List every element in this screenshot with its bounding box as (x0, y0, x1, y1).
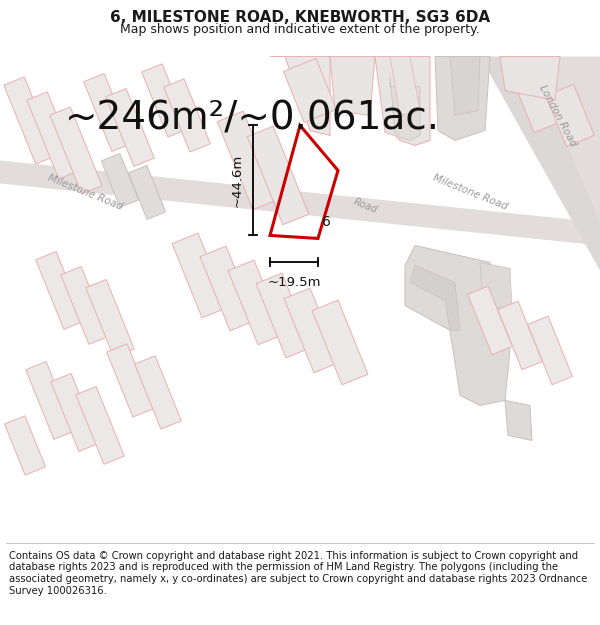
Polygon shape (76, 386, 124, 464)
Text: Milestone Road: Milestone Road (46, 173, 124, 212)
Polygon shape (546, 84, 594, 146)
Text: ~19.5m: ~19.5m (267, 276, 321, 289)
Polygon shape (405, 246, 510, 406)
Polygon shape (270, 56, 330, 136)
Polygon shape (390, 56, 420, 116)
Polygon shape (228, 260, 284, 345)
Text: 6, MILESTONE ROAD, KNEBWORTH, SG3 6DA: 6, MILESTONE ROAD, KNEBWORTH, SG3 6DA (110, 10, 490, 25)
Polygon shape (106, 89, 154, 166)
Polygon shape (480, 56, 600, 271)
Polygon shape (61, 266, 109, 344)
Text: Milestone Road: Milestone Road (431, 173, 509, 212)
Polygon shape (247, 126, 309, 225)
Polygon shape (312, 300, 368, 385)
Polygon shape (51, 374, 99, 451)
Polygon shape (330, 56, 375, 116)
Text: London Road: London Road (538, 83, 578, 148)
Polygon shape (527, 316, 572, 385)
Text: 6: 6 (322, 216, 331, 229)
Polygon shape (480, 262, 512, 311)
Polygon shape (435, 56, 490, 141)
Polygon shape (500, 56, 560, 101)
Polygon shape (142, 64, 188, 137)
Polygon shape (497, 301, 542, 370)
Polygon shape (217, 111, 279, 210)
Polygon shape (101, 154, 139, 208)
Polygon shape (86, 279, 134, 358)
Polygon shape (26, 361, 74, 439)
Polygon shape (490, 56, 600, 221)
Polygon shape (36, 251, 84, 329)
Polygon shape (467, 286, 512, 355)
Polygon shape (256, 273, 312, 358)
Polygon shape (283, 58, 337, 122)
Polygon shape (164, 79, 211, 152)
Text: ~44.6m: ~44.6m (230, 154, 244, 207)
Polygon shape (390, 76, 420, 141)
Polygon shape (27, 92, 79, 179)
Text: Contains OS data © Crown copyright and database right 2021. This information is : Contains OS data © Crown copyright and d… (9, 551, 587, 596)
Polygon shape (200, 246, 256, 331)
Polygon shape (172, 233, 228, 318)
Polygon shape (410, 266, 460, 331)
Polygon shape (50, 107, 102, 194)
Polygon shape (505, 401, 532, 441)
Polygon shape (134, 356, 181, 429)
Polygon shape (4, 77, 56, 164)
Polygon shape (0, 161, 600, 246)
Polygon shape (84, 74, 132, 151)
Text: ~246m²/~0.061ac.: ~246m²/~0.061ac. (64, 99, 440, 137)
Polygon shape (107, 344, 154, 417)
Polygon shape (128, 166, 166, 219)
Polygon shape (450, 56, 480, 116)
Polygon shape (284, 288, 340, 372)
Polygon shape (4, 416, 46, 475)
Text: Road: Road (352, 196, 379, 215)
Polygon shape (514, 68, 566, 132)
Text: Map shows position and indicative extent of the property.: Map shows position and indicative extent… (120, 23, 480, 36)
Polygon shape (370, 56, 430, 146)
